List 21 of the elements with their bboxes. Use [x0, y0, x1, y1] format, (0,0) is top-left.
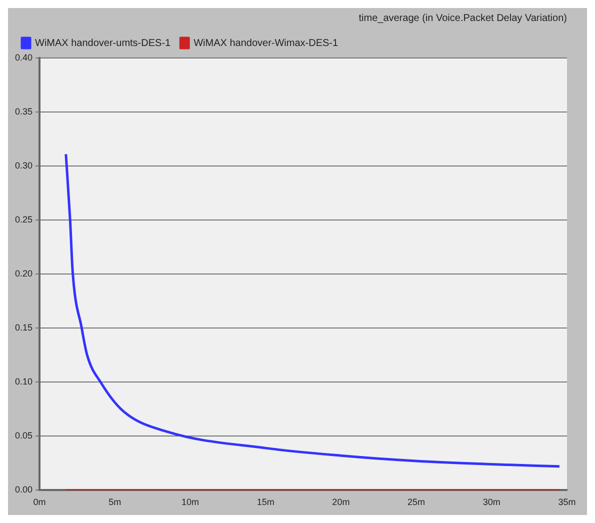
legend-label: WiMAX handover-umts-DES-1: [35, 38, 172, 49]
y-tick-label: 0.20: [14, 268, 33, 279]
x-tick-label: 30m: [482, 497, 500, 508]
y-tick-label: 0.15: [14, 322, 33, 333]
x-tick-label: 35m: [558, 497, 576, 508]
x-tick-label: 10m: [181, 497, 199, 508]
y-tick-label: 0.00: [14, 484, 33, 495]
x-tick-label: 5m: [108, 497, 122, 508]
y-tick-label: 0.10: [14, 376, 33, 387]
line-series: [64, 152, 561, 468]
y-tick-label: 0.35: [14, 106, 33, 117]
y-tick-label: 0.30: [14, 160, 33, 171]
x-tick-label: 15m: [256, 497, 274, 508]
x-tick-label: 25m: [408, 497, 426, 508]
chart-title: time_average (in Voice.Packet Delay Variation): [358, 12, 567, 24]
y-tick-label: 0.40: [14, 52, 33, 62]
legend-label: WiMAX handover-Wimax-DES-1: [194, 38, 338, 49]
y-tick-label: 0.25: [14, 214, 33, 225]
x-tick-label: 0m: [33, 497, 46, 508]
x-tick-label: 20m: [332, 497, 350, 508]
y-tick-label: 0.05: [14, 430, 33, 441]
